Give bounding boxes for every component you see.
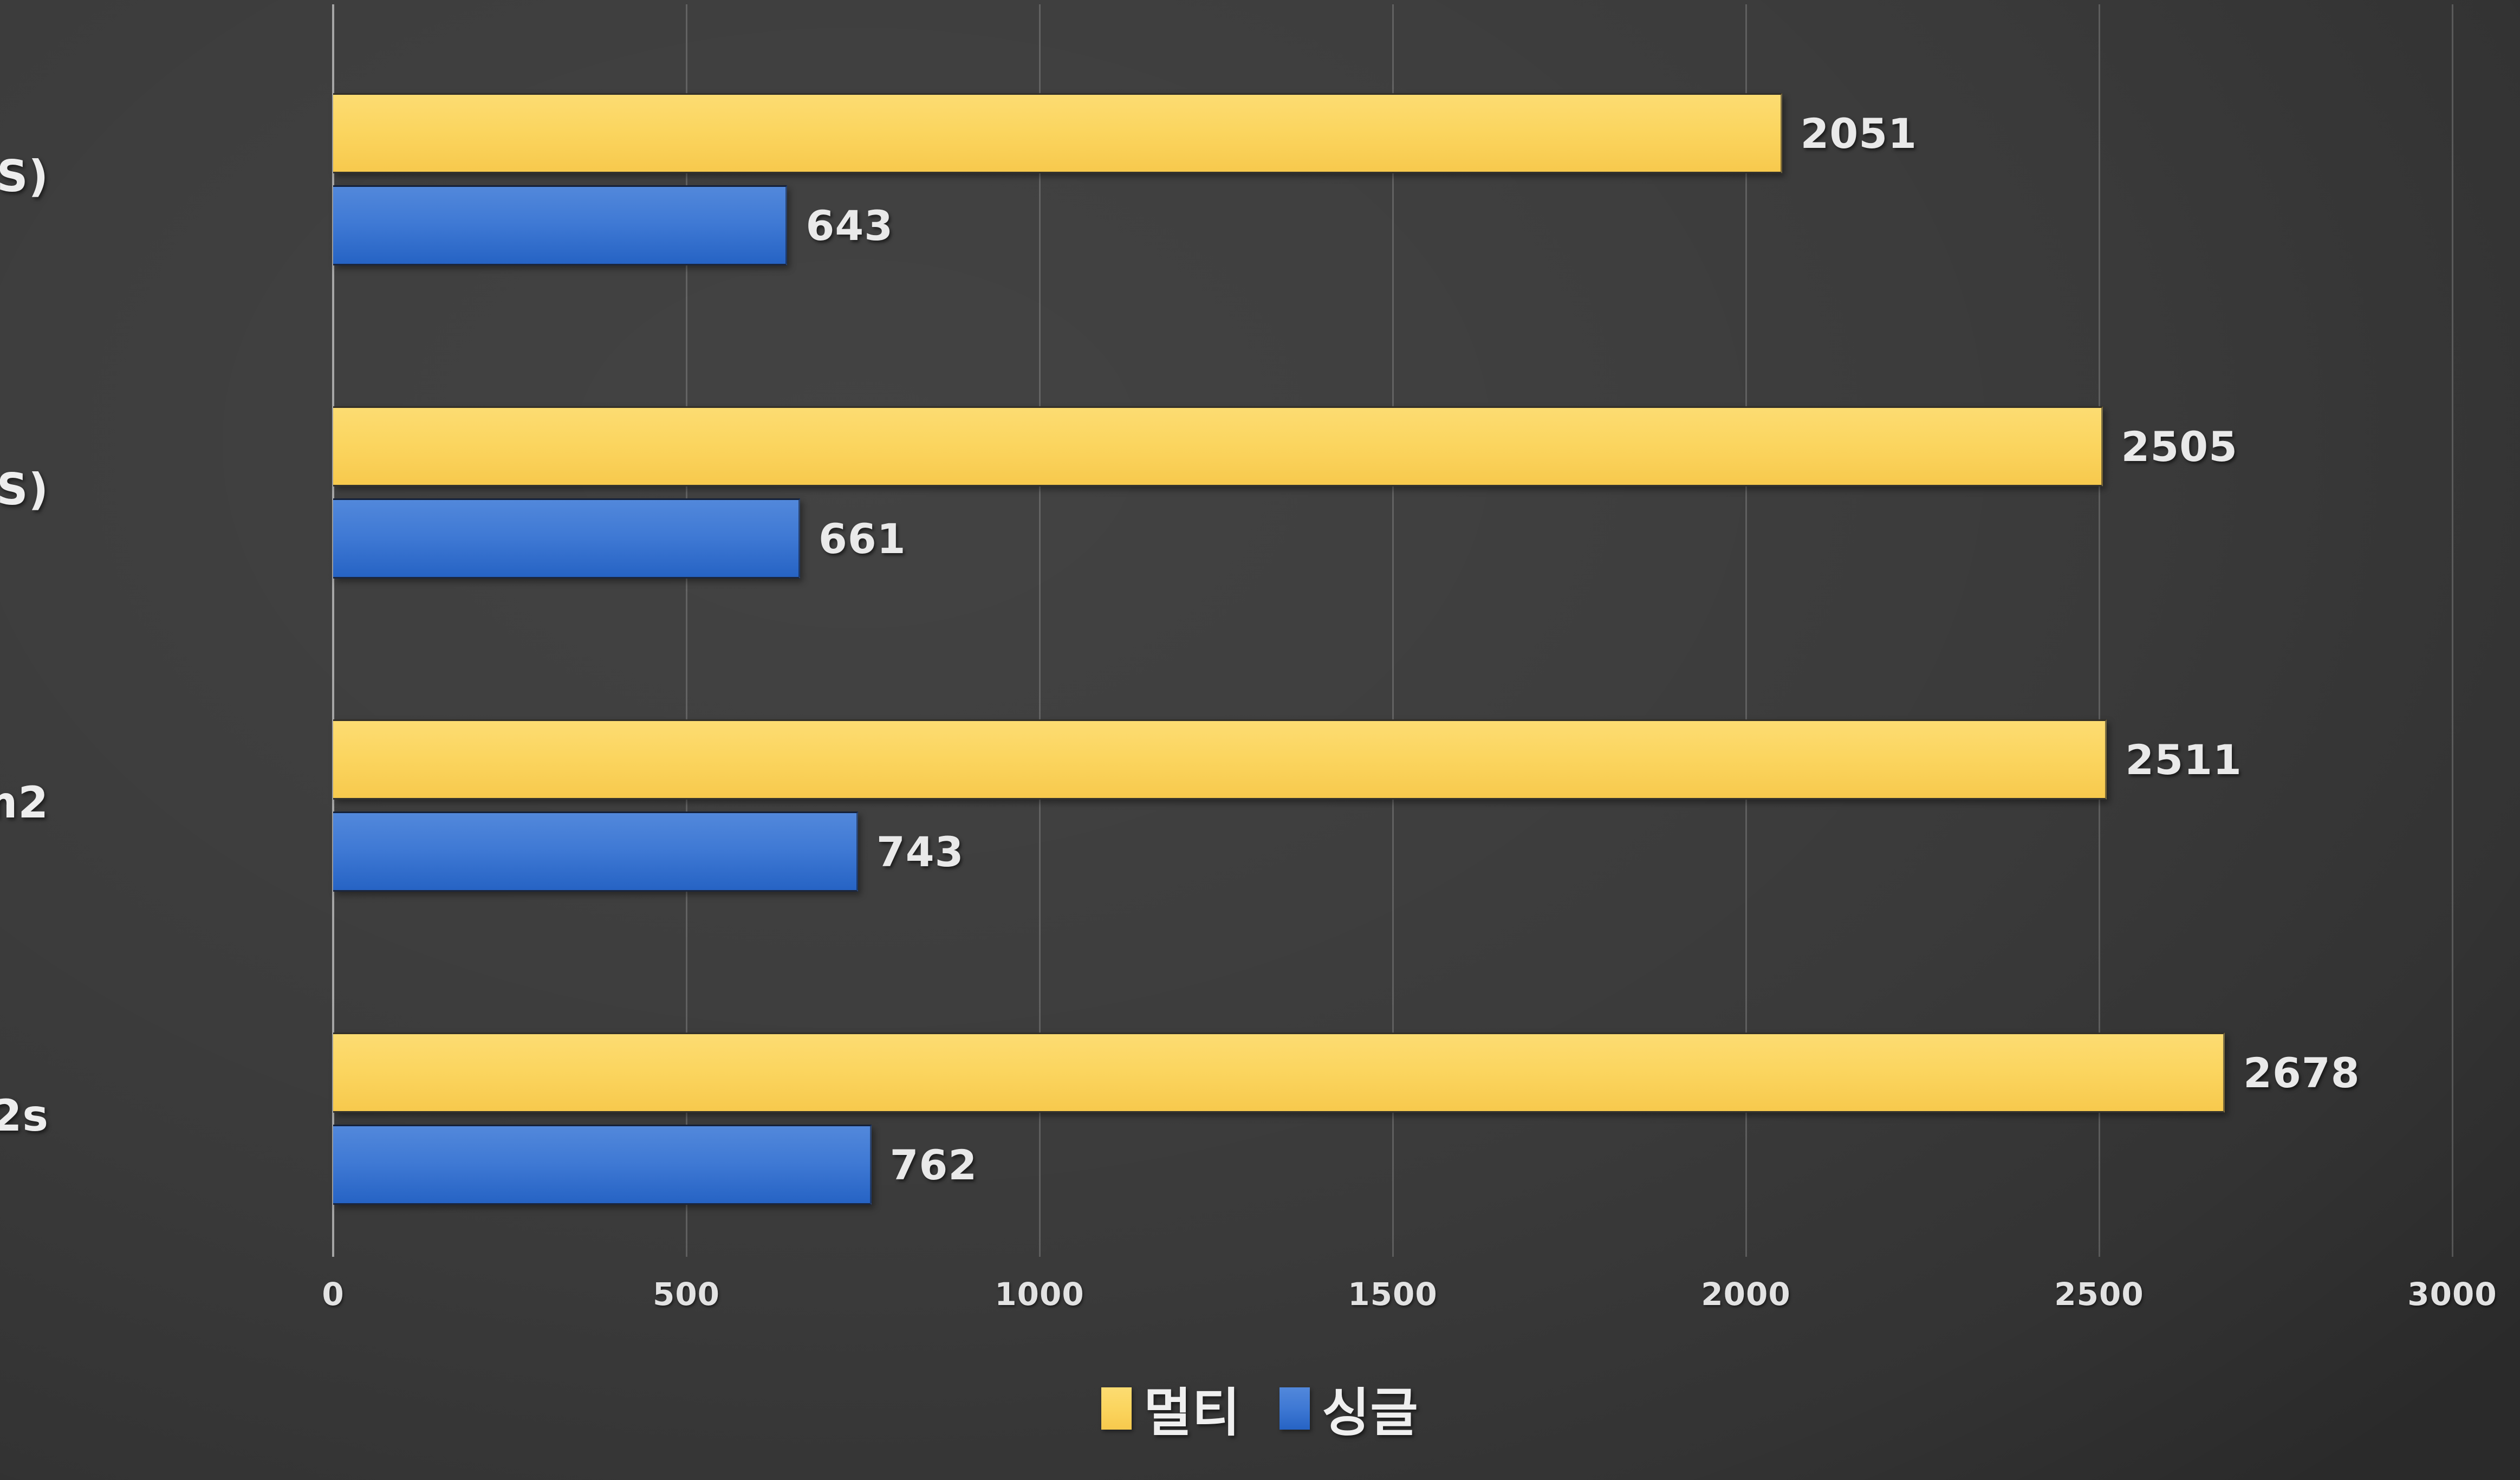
bar-row[interactable]: 2678 [333,1033,2360,1113]
bar-value-label: 743 [876,827,964,876]
x-tick-label: 1000 [995,1276,1084,1313]
x-tick-label: 2500 [2054,1276,2144,1313]
gridline [2451,4,2453,1257]
gridline [1392,4,1394,1257]
category-label: Quntom2 [0,777,49,828]
bar-value-label: 2678 [2243,1048,2360,1097]
bar-single[interactable] [333,185,788,265]
legend-swatch-multi-icon [1101,1387,1132,1430]
category-label: S21+(GOS) [0,464,49,515]
bar-value-label: 2051 [1800,109,1918,158]
bar-multi[interactable] [333,1033,2225,1113]
bar-row[interactable]: 643 [333,185,893,265]
bar-row[interactable]: 661 [333,498,906,579]
gridline [685,4,687,1257]
bar-value-label: 2505 [2121,422,2238,471]
bar-value-label: 2511 [2125,735,2242,784]
x-tick-label: 2000 [1701,1276,1791,1313]
x-tick-label: 3000 [2407,1276,2497,1313]
legend-swatch-single-icon [1280,1387,1310,1430]
category-label: A52s [0,1090,49,1141]
gridline [2098,4,2100,1257]
x-axis-tick-labels: 0 500 1000 1500 2000 2500 3000 [322,1276,2496,1325]
chart-legend: 멀티 싱글 [0,1371,2520,1446]
plot-area: 2051 643 2505 661 2511 743 2678 762 [332,4,2453,1257]
bar-row[interactable]: 2051 [333,93,1917,173]
legend-label: 싱글 [1322,1382,1419,1443]
bar-multi[interactable] [333,406,2103,486]
gridline [1745,4,1747,1257]
bar-row[interactable]: 2505 [333,406,2238,486]
legend-item[interactable]: 싱글 [1280,1371,1419,1446]
bar-row[interactable]: 762 [333,1125,977,1205]
legend-label: 멀티 [1144,1382,1240,1443]
gridline [1038,4,1041,1257]
x-tick-label: 1500 [1348,1276,1438,1313]
category-label: S22+(GOS) [0,151,49,202]
bar-value-label: 643 [806,201,894,250]
value-axis-line [332,4,334,1257]
bar-row[interactable]: 743 [333,812,964,892]
bar-single[interactable] [333,812,858,892]
x-tick-label: 500 [652,1276,720,1313]
bar-single[interactable] [333,1125,872,1205]
bar-single[interactable] [333,498,800,579]
bar-multi[interactable] [333,93,1782,173]
bar-value-label: 661 [818,514,906,563]
legend-item[interactable]: 멀티 [1101,1371,1240,1446]
bar-value-label: 762 [889,1140,978,1189]
bar-multi[interactable] [333,719,2107,800]
bar-row[interactable]: 2511 [333,719,2242,800]
x-tick-label: 0 [322,1276,345,1313]
